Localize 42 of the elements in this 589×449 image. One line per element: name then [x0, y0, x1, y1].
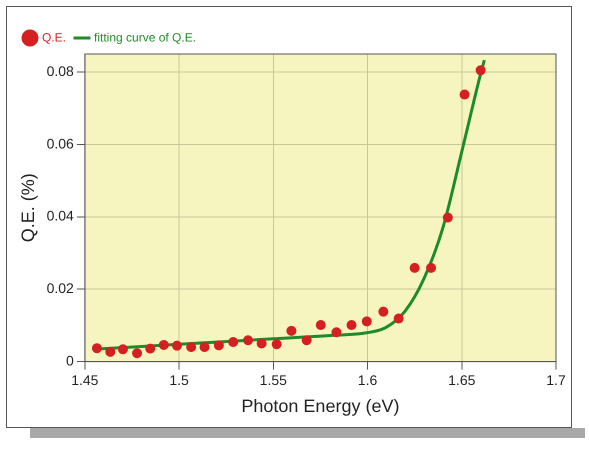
x-tick-label: 1.6	[358, 372, 378, 388]
point	[172, 340, 182, 351]
y-tick-label: 0.02	[46, 280, 74, 296]
point	[410, 262, 420, 273]
point	[158, 340, 169, 350]
point	[362, 316, 372, 326]
point	[228, 337, 238, 348]
point	[105, 346, 116, 357]
point	[346, 320, 357, 330]
point	[132, 348, 142, 358]
point	[256, 338, 267, 349]
x-tick-label: 1.65	[448, 372, 476, 388]
point	[331, 327, 342, 338]
point	[286, 326, 296, 336]
y-axis-title: Q.E. (%)	[18, 173, 38, 242]
point	[214, 340, 224, 350]
point	[378, 306, 388, 317]
point	[243, 335, 254, 346]
point	[272, 339, 282, 350]
point	[186, 342, 196, 352]
point	[476, 65, 486, 76]
x-tick-label: 1.45	[71, 372, 99, 388]
y-tick-label: 0.06	[46, 135, 74, 152]
x-tick-label: 1.55	[260, 372, 288, 388]
y-tick-label: 0.08	[46, 62, 74, 79]
point	[145, 344, 156, 354]
point	[118, 344, 128, 354]
point	[394, 314, 404, 324]
point	[460, 90, 470, 100]
y-tick-label: 0	[66, 352, 74, 368]
point	[302, 335, 312, 346]
point	[200, 342, 210, 352]
point	[442, 212, 453, 223]
y-tick-label: 0.04	[46, 208, 74, 224]
x-tick-label: 1.7	[546, 372, 566, 388]
point	[92, 343, 102, 354]
x-axis-title: Photon Energy (eV)	[241, 396, 400, 416]
point	[316, 320, 326, 330]
legend-label: Q.E.	[42, 30, 66, 44]
point	[426, 262, 436, 273]
x-tick-label: 1.5	[169, 372, 190, 388]
legend-label: fitting curve of Q.E.	[94, 30, 196, 44]
